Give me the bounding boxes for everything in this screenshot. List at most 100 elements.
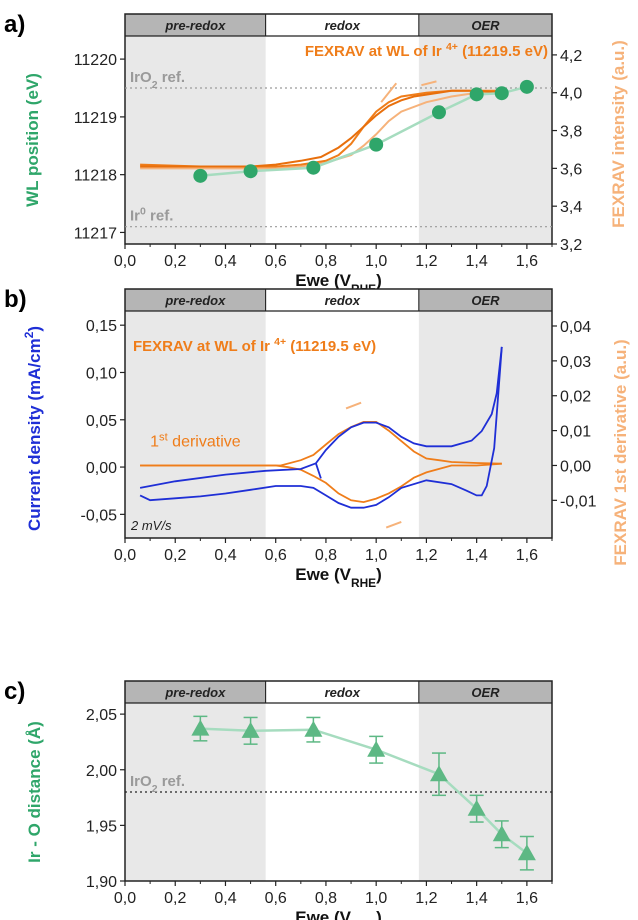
x-tick-label: 0,2 <box>164 890 186 907</box>
x-tick-label: 1,4 <box>466 253 488 270</box>
plot-frame <box>124 288 553 539</box>
y-axis-title: WL position (eV) <box>23 73 42 207</box>
fexrav-curve <box>140 89 502 168</box>
x-tick-label: 0,2 <box>164 547 186 564</box>
region-label: redox <box>325 18 361 33</box>
x-axis-title-part: ) <box>376 565 382 584</box>
fexrav-annotation-part: 4+ <box>274 336 286 348</box>
y-axis-title-part: 2 <box>22 331 36 338</box>
wl-point <box>519 79 534 94</box>
x-tick-label: 1,2 <box>415 253 437 270</box>
plot-frame <box>124 680 553 882</box>
distance-series-line <box>200 727 528 855</box>
fexrav-annotation-part: FEXRAV at WL of Ir <box>133 338 274 355</box>
y-tick-label: 11218 <box>74 168 117 185</box>
x-tick-label: 0,8 <box>315 547 337 564</box>
y-tick-label: 1,90 <box>86 874 117 891</box>
x-tick-label: 0,0 <box>114 547 136 564</box>
y-tick-label: 0,05 <box>86 413 117 430</box>
y2-tick-label: 3,6 <box>560 161 582 178</box>
y-tick-label: 11220 <box>74 52 117 69</box>
x-tick-label: 1,4 <box>466 547 488 564</box>
fexrav-annotation: FEXRAV at WL of Ir 4+ (11219.5 eV) <box>305 41 548 60</box>
ref-label: IrO2 ref. <box>130 773 185 795</box>
x-tick-label: 0,6 <box>265 547 287 564</box>
panel-letter: a) <box>4 11 25 38</box>
region-label: redox <box>325 685 361 700</box>
wl-point <box>469 87 484 102</box>
region-label: OER <box>471 18 500 33</box>
y2-axis-title: FEXRAV intensity (a.u.) <box>609 40 628 228</box>
plot-frame <box>124 13 553 245</box>
y-tick-label: 0,15 <box>86 318 117 335</box>
wl-point <box>243 164 258 179</box>
y-tick-label: 2,05 <box>86 707 117 724</box>
y-axis-title: Current density (mA/cm2) <box>22 326 44 531</box>
derivative-label: 1st derivative <box>150 431 241 450</box>
region-label: OER <box>471 293 500 308</box>
ref-label-part: 2 <box>152 79 158 91</box>
y-axis-title: Ir - O distance (Å) <box>25 721 44 863</box>
region-label: redox <box>325 293 361 308</box>
ref-label-part: 2 <box>152 783 158 795</box>
y-tick-label: 0,10 <box>86 365 117 382</box>
y-tick-label: 1,95 <box>86 818 117 835</box>
region-label: OER <box>471 685 500 700</box>
cv-curve <box>315 463 322 479</box>
ref-label-part: ref. <box>158 69 186 86</box>
distance-point <box>191 719 210 736</box>
y2-tick-label: 3,2 <box>560 237 582 254</box>
scan-arrow <box>380 82 398 103</box>
derivative-label-part: 1 <box>150 433 159 450</box>
derivative-label-part: derivative <box>168 433 241 450</box>
x-tick-label: 0,0 <box>114 890 136 907</box>
scan-arrow <box>421 80 437 87</box>
y2-tick-label: 0,01 <box>560 424 591 441</box>
region-label: pre-redox <box>164 293 226 308</box>
panel-0: pre-redox redox OER 0,0 0,2 0,4 0,6 0,8 1,0 1,2 1,… <box>4 11 628 296</box>
x-tick-label: 1,6 <box>516 547 538 564</box>
fexrav-curve <box>140 91 502 170</box>
distance-point <box>304 720 323 737</box>
x-axis-title-part: ) <box>376 271 382 290</box>
distance-point <box>241 721 260 738</box>
x-axis-title-part: Ewe (V <box>295 908 351 920</box>
y2-axis-title: FEXRAV 1st derivative (a.u.) <box>611 339 630 565</box>
ref-label: IrO2 ref. <box>130 69 185 91</box>
x-axis-title: Ewe (VRHE) <box>295 908 382 920</box>
panel-2: pre-redox redox OER 0,0 0,2 0,4 0,6 0,8 1,0 1,2 1,… <box>4 678 553 920</box>
y2-tick-label: 0,03 <box>560 354 591 371</box>
region-label: pre-redox <box>164 685 226 700</box>
y2-tick-label: 3,4 <box>560 199 582 216</box>
x-tick-label: 1,2 <box>415 547 437 564</box>
x-axis-title-part: Ewe (V <box>295 271 351 290</box>
y2-tick-label: 0,04 <box>560 319 591 336</box>
y-tick-label: 2,00 <box>86 763 117 780</box>
x-tick-label: 1,6 <box>516 253 538 270</box>
region-shade <box>418 36 552 244</box>
fexrav-annotation-part: 4+ <box>446 41 458 53</box>
wl-point <box>431 105 446 120</box>
scan-arrow <box>345 401 362 410</box>
x-tick-label: 0,8 <box>315 253 337 270</box>
y-axis-title-part: ) <box>25 326 44 332</box>
distance-point <box>367 740 386 757</box>
ref-label-part: 0 <box>140 206 146 218</box>
wl-point <box>193 168 208 183</box>
y-tick-label: 11217 <box>74 225 117 242</box>
x-axis-title-part: Ewe (V <box>295 565 351 584</box>
y-tick-label: -0,05 <box>81 507 118 524</box>
ref-label-part: IrO <box>130 69 152 86</box>
distance-point <box>492 825 511 842</box>
x-tick-label: 0,2 <box>164 253 186 270</box>
region-label: pre-redox <box>164 18 226 33</box>
scan-rate: 2 mV/s <box>130 518 172 533</box>
x-tick-label: 0,4 <box>214 253 236 270</box>
wl-point <box>494 86 509 101</box>
wl-point <box>306 160 321 175</box>
y-tick-label: 11219 <box>74 110 117 127</box>
derivative-label-part: st <box>159 431 169 443</box>
fexrav-annotation-part: (11219.5 eV) <box>286 338 376 355</box>
x-tick-label: 1,0 <box>365 890 387 907</box>
ref-label: Ir0 ref. <box>130 206 173 225</box>
